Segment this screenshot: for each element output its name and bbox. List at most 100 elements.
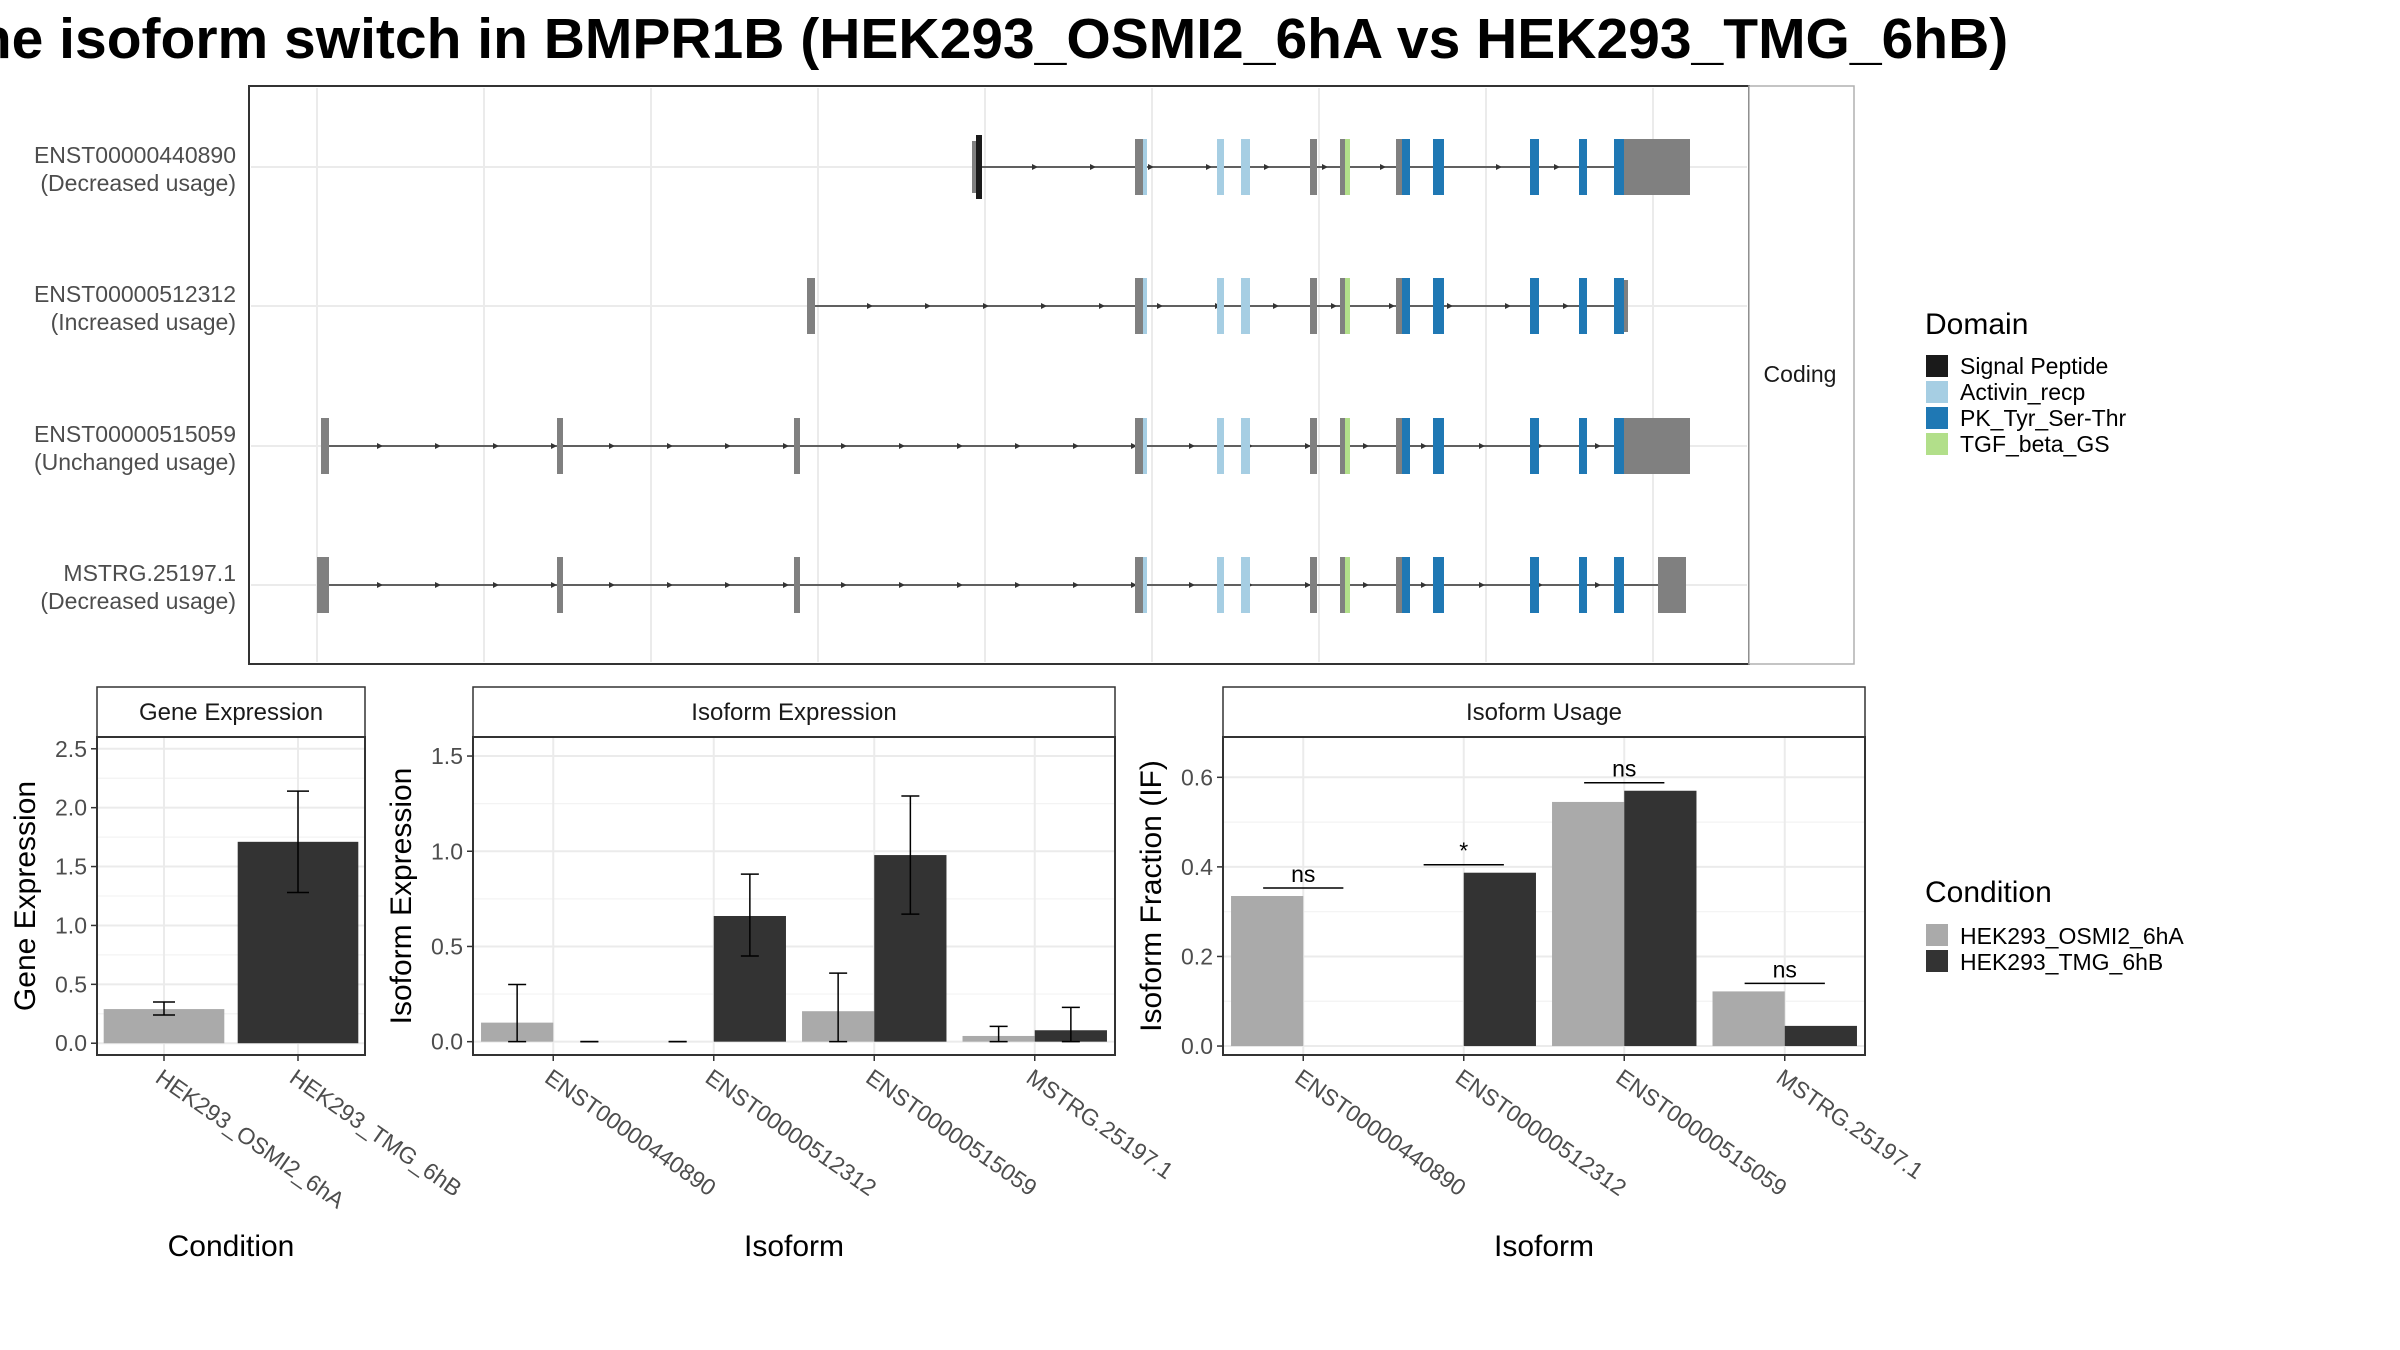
- chart-panel-2: Isoform Usage ns * ns ns 0.0 0.2 0.4 0.6 ENST0000…: [1135, 686, 1928, 1263]
- significance-label: ns: [1291, 861, 1315, 887]
- y-tick-label: 0.0: [1181, 1033, 1213, 1059]
- domain-pk_tyr_ser_thr: [1579, 557, 1587, 613]
- domain-activin_recp: [1241, 139, 1250, 195]
- exon: [1396, 139, 1402, 195]
- strand-arrow: [1073, 443, 1079, 449]
- strand-arrow: [925, 303, 931, 309]
- strand-arrow: [667, 582, 673, 588]
- isoform-id-label: ENST00000515059: [34, 421, 236, 447]
- legend-label-cond-b: HEK293_TMG_6hB: [1960, 949, 2163, 975]
- domain-activin_recp: [1217, 278, 1224, 334]
- y-tick-label: 0.4: [1181, 854, 1213, 880]
- x-tick-label: MSTRG.25197.1: [1772, 1064, 1928, 1184]
- strand-arrow: [725, 582, 731, 588]
- strand-arrow: [1595, 582, 1601, 588]
- panel-strip-title: Isoform Expression: [691, 699, 896, 726]
- strand-arrow: [1389, 303, 1395, 309]
- transcript-row: MSTRG.25197.1(Decreased usage): [40, 557, 1686, 614]
- domain-activin_recp: [1143, 139, 1147, 195]
- bar-HEK293_TMG_6hB-MSTRG.25197.1: [1784, 1025, 1857, 1047]
- significance-label: *: [1459, 838, 1468, 864]
- exon: [1340, 278, 1345, 334]
- domain-pk_tyr_ser_thr: [1402, 278, 1410, 334]
- x-tick-label: ENST00000440890: [540, 1064, 720, 1201]
- domain-pk_tyr_ser_thr: [1614, 139, 1624, 195]
- y-tick-label: 0.0: [431, 1029, 463, 1055]
- x-tick-label: ENST00000440890: [1290, 1064, 1470, 1201]
- exon: [1135, 278, 1143, 334]
- strand-arrow: [1206, 164, 1212, 170]
- strand-arrow: [1595, 443, 1601, 449]
- domain-signal_peptide: [976, 135, 982, 199]
- strand-arrow: [899, 582, 905, 588]
- domain-activin_recp: [1143, 418, 1147, 474]
- legend-swatch-cond-a: [1926, 924, 1948, 946]
- domain-tgf_beta_gs: [1345, 418, 1350, 474]
- y-tick-label: 2.5: [55, 736, 87, 762]
- strand-arrow: [1447, 303, 1453, 309]
- strand-arrow: [957, 443, 963, 449]
- domain-pk_tyr_ser_thr: [1579, 278, 1587, 334]
- strand-arrow: [1305, 582, 1311, 588]
- y-tick-label: 0.5: [431, 933, 463, 959]
- exon: [1396, 557, 1402, 613]
- strand-arrow: [1331, 303, 1337, 309]
- domain-pk_tyr_ser_thr: [1614, 418, 1624, 474]
- transcript-tracks: ENST00000440890(Decreased usage)ENST0000…: [34, 135, 1690, 614]
- strand-arrow: [1563, 303, 1569, 309]
- bar-HEK293_TMG_6hB-ENST00000515059: [1624, 790, 1697, 1047]
- y-tick-label: 1.5: [431, 743, 463, 769]
- y-tick-label: 0.0: [55, 1030, 87, 1056]
- isoform-id-label: ENST00000440890: [34, 142, 236, 168]
- strand-arrow: [551, 582, 557, 588]
- domain-pk_tyr_ser_thr: [1402, 139, 1410, 195]
- strand-arrow: [1264, 164, 1270, 170]
- exon: [1310, 418, 1317, 474]
- transcript-structure-panel: Coding: [248, 85, 1855, 665]
- domain-activin_recp: [1217, 557, 1224, 613]
- transcript-panel-frame: [248, 85, 1750, 665]
- strand-arrow: [1273, 303, 1279, 309]
- strand-arrow: [867, 303, 873, 309]
- strand-arrow: [983, 303, 989, 309]
- legend-label-activin-recp: Activin_recp: [1960, 379, 2085, 405]
- strand-arrow: [1090, 164, 1096, 170]
- strand-arrow: [841, 443, 847, 449]
- exon: [557, 418, 563, 474]
- legend-label-tgf-beta-gs: TGF_beta_GS: [1960, 431, 2110, 457]
- isoform-status-label: (Decreased usage): [40, 588, 236, 614]
- bar-HEK293_OSMI2_6hA-MSTRG.25197.1: [1712, 991, 1785, 1047]
- utr-exon: [1624, 418, 1690, 474]
- domain-pk_tyr_ser_thr: [1402, 418, 1410, 474]
- domain-pk_tyr_ser_thr: [1530, 278, 1539, 334]
- domain-legend-title: Domain: [1925, 308, 2028, 341]
- exon: [1340, 418, 1345, 474]
- domain-activin_recp: [1241, 418, 1250, 474]
- summary-panels: Gene Expression0.00.51.01.52.02.5HEK293_…: [9, 686, 1928, 1263]
- strand-arrow: [1421, 582, 1427, 588]
- y-axis-title: Gene Expression: [9, 781, 42, 1011]
- utr-exon: [1658, 557, 1686, 613]
- exon: [807, 278, 815, 334]
- y-axis-title: Isoform Expression: [385, 768, 418, 1025]
- x-tick-label: MSTRG.25197.1: [1022, 1064, 1178, 1184]
- strand-arrow: [1496, 164, 1502, 170]
- bar-HEK293_OSMI2_6hA-ENST00000440890: [1231, 896, 1304, 1047]
- condition-legend: Condition HEK293_OSMI2_6hA HEK293_TMG_6h…: [1925, 876, 2184, 975]
- coding-strip: [1748, 85, 1855, 665]
- domain-activin_recp: [1241, 557, 1250, 613]
- utr-exon: [1624, 280, 1628, 332]
- strand-arrow: [1189, 582, 1195, 588]
- isoform-id-label: ENST00000512312: [34, 281, 236, 307]
- x-tick-label: ENST00000515059: [1611, 1064, 1791, 1201]
- strand-arrow: [725, 443, 731, 449]
- domain-pk_tyr_ser_thr: [1433, 557, 1444, 613]
- x-tick-label: ENST00000512312: [701, 1064, 881, 1201]
- bar-HEK293_TMG_6hB-ENST00000512312: [1463, 872, 1536, 1047]
- strand-arrow: [1505, 303, 1511, 309]
- strand-arrow: [899, 443, 905, 449]
- strand-arrow: [1015, 443, 1021, 449]
- bars: [481, 795, 1107, 1043]
- isoform-status-label: (Decreased usage): [40, 170, 236, 196]
